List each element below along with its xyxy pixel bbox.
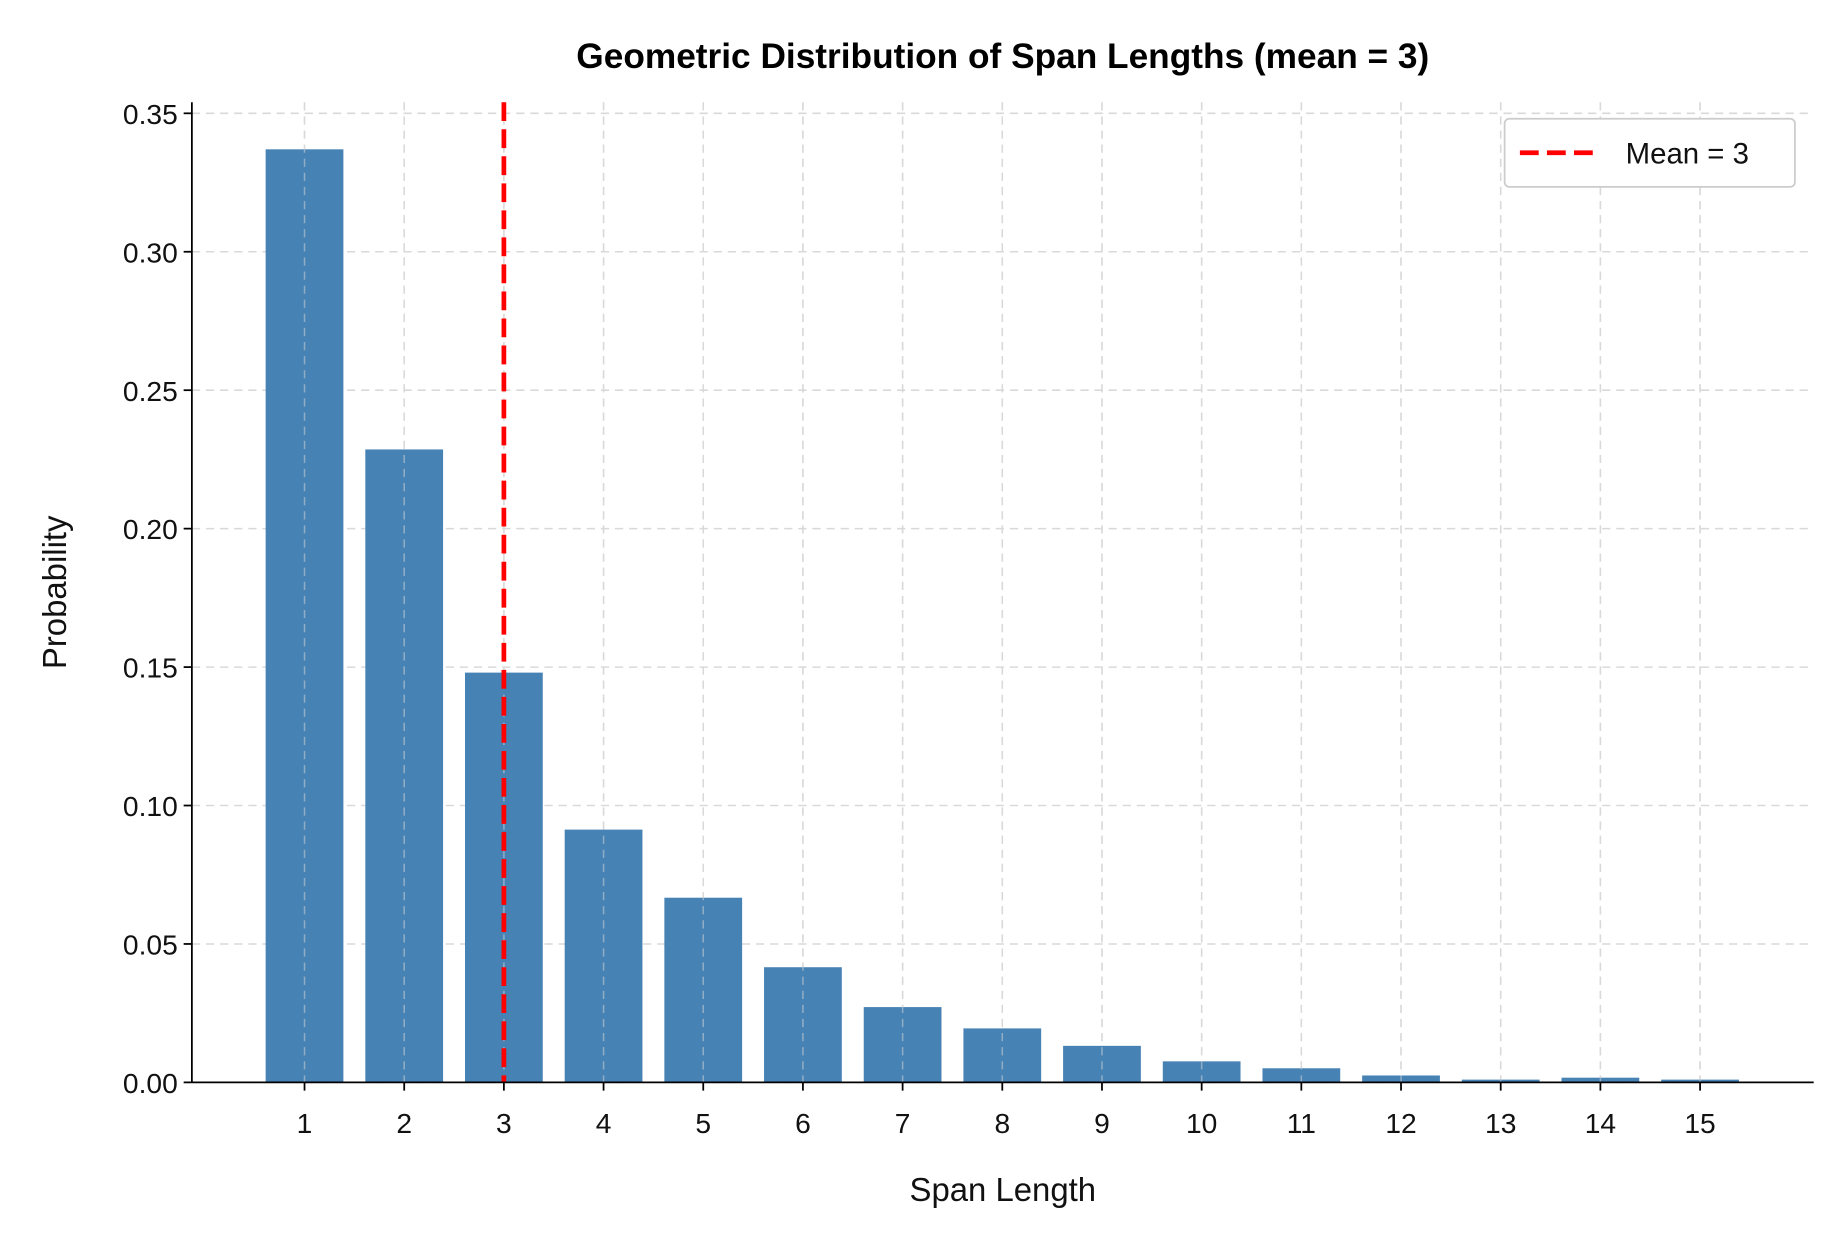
bar-11 — [1262, 1068, 1341, 1083]
y-tick-label: 0.20 — [123, 513, 178, 545]
x-tick-label: 9 — [1094, 1107, 1110, 1139]
x-tick-label: 6 — [795, 1107, 811, 1139]
x-tick-label: 14 — [1585, 1107, 1616, 1139]
x-tick-label: 8 — [994, 1107, 1010, 1139]
x-tick-label: 4 — [596, 1107, 612, 1139]
chart-title: Geometric Distribution of Span Lengths (… — [576, 37, 1429, 76]
y-tick-label: 0.30 — [123, 236, 178, 268]
x-tick-label: 1 — [297, 1107, 313, 1139]
y-axis-label: Probability — [36, 515, 73, 669]
y-tick-label: 0.10 — [123, 790, 178, 822]
tick-labels: 0.000.050.100.150.200.250.300.351 2 3 4 5 6 7 8… — [123, 98, 1716, 1139]
x-axis-label: Span Length — [910, 1171, 1097, 1208]
x-tick-label: 15 — [1684, 1107, 1715, 1139]
y-tick-label: 0.00 — [123, 1067, 178, 1099]
y-tick-label: 0.05 — [123, 929, 178, 961]
bar-7 — [863, 1007, 942, 1083]
y-tick-label: 0.25 — [123, 375, 178, 407]
x-tick-label: 3 — [496, 1107, 512, 1139]
y-tick-label: 0.15 — [123, 652, 178, 684]
legend: Mean = 3 — [1503, 117, 1796, 188]
x-tick-label: 13 — [1485, 1107, 1516, 1139]
x-tick-label: 11 — [1287, 1107, 1316, 1139]
legend-label: Mean = 3 — [1626, 137, 1749, 170]
x-tick-label: 7 — [895, 1107, 911, 1139]
legend-box — [1503, 117, 1796, 188]
x-tick-label: 12 — [1385, 1107, 1416, 1139]
x-tick-label: 5 — [695, 1107, 711, 1139]
x-tick-label: 10 — [1186, 1107, 1217, 1139]
x-tick-label: 2 — [396, 1107, 412, 1139]
axes — [183, 102, 1814, 1091]
bar-10 — [1162, 1061, 1241, 1083]
y-tick-label: 0.35 — [123, 98, 178, 130]
bars — [265, 102, 1739, 1083]
